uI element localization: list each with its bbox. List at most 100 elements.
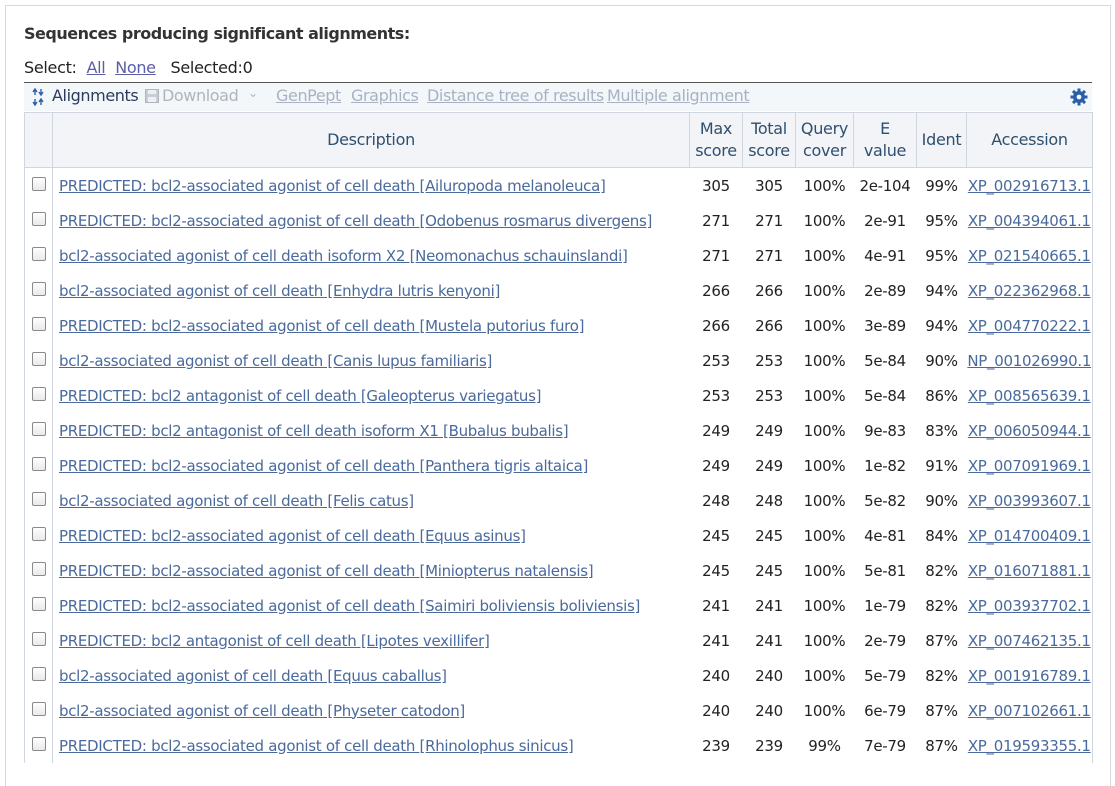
checkbox-column-header bbox=[24, 112, 53, 168]
query-cover-column-header[interactable]: Query cover bbox=[795, 112, 854, 168]
description-link[interactable]: bcl2-associated agonist of cell death [E… bbox=[59, 281, 501, 300]
description-link[interactable]: PREDICTED: bcl2 antagonist of cell death… bbox=[59, 631, 490, 650]
total-score-column-header[interactable]: Total score bbox=[742, 112, 796, 168]
row-checkbox-cell bbox=[24, 167, 53, 203]
results-panel: Sequences producing significant alignmen… bbox=[5, 5, 1111, 786]
accession-link[interactable]: XP_022362968.1 bbox=[967, 281, 1091, 300]
max-score-cell: 249 bbox=[702, 421, 730, 440]
description-link[interactable]: PREDICTED: bcl2-associated agonist of ce… bbox=[59, 736, 574, 755]
row-checkbox-cell bbox=[24, 518, 53, 553]
accession-link[interactable]: XP_006050944.1 bbox=[967, 421, 1091, 440]
evalue-cell: 3e-89 bbox=[864, 316, 906, 335]
row-checkbox[interactable] bbox=[31, 667, 46, 681]
row-checkbox[interactable] bbox=[31, 282, 46, 296]
results-table: Description Max score Total score Query cov… bbox=[24, 112, 1093, 763]
row-checkbox[interactable] bbox=[31, 737, 46, 751]
query-cover-cell: 100% bbox=[803, 456, 846, 475]
total-score-cell: 271 bbox=[755, 211, 783, 230]
multiple-alignment-link[interactable]: Multiple alignment bbox=[607, 86, 750, 105]
row-checkbox[interactable] bbox=[31, 317, 46, 331]
description-link[interactable]: bcl2-associated agonist of cell death is… bbox=[59, 246, 628, 265]
accession-link[interactable]: XP_007091969.1 bbox=[967, 456, 1091, 475]
total-score-cell: 266 bbox=[755, 281, 783, 300]
row-checkbox[interactable] bbox=[31, 527, 46, 541]
accession-link[interactable]: XP_007462135.1 bbox=[967, 631, 1091, 650]
select-controls: Select: All None Selected:0 bbox=[24, 58, 253, 77]
description-link[interactable]: bcl2-associated agonist of cell death [E… bbox=[59, 666, 447, 685]
description-link[interactable]: PREDICTED: bcl2-associated agonist of ce… bbox=[59, 561, 594, 580]
row-checkbox-cell bbox=[24, 273, 53, 308]
accession-link[interactable]: XP_007102661.1 bbox=[967, 701, 1091, 720]
evalue-cell: 5e-84 bbox=[864, 386, 906, 405]
accession-link[interactable]: XP_002916713.1 bbox=[967, 176, 1091, 195]
expand-collapse-icon[interactable] bbox=[32, 88, 44, 106]
accession-link[interactable]: XP_021540665.1 bbox=[967, 246, 1091, 265]
accession-link[interactable]: XP_019593355.1 bbox=[967, 736, 1091, 755]
alignments-toggle[interactable]: Alignments bbox=[52, 86, 139, 105]
max-score-cell: 240 bbox=[702, 701, 730, 720]
query-cover-cell: 100% bbox=[803, 701, 846, 720]
accession-link[interactable]: XP_003937702.1 bbox=[967, 596, 1091, 615]
gear-icon[interactable] bbox=[1070, 88, 1088, 106]
description-link[interactable]: PREDICTED: bcl2-associated agonist of ce… bbox=[59, 596, 641, 615]
ident-column-header[interactable]: Ident bbox=[916, 112, 967, 168]
row-checkbox[interactable] bbox=[31, 457, 46, 471]
row-checkbox[interactable] bbox=[31, 422, 46, 436]
description-link[interactable]: bcl2-associated agonist of cell death [P… bbox=[59, 701, 465, 720]
description-link[interactable]: PREDICTED: bcl2-associated agonist of ce… bbox=[59, 526, 526, 545]
max-score-column-header[interactable]: Max score bbox=[689, 112, 743, 168]
accession-link[interactable]: XP_003993607.1 bbox=[967, 491, 1091, 510]
description-link[interactable]: PREDICTED: bcl2 antagonist of cell death… bbox=[59, 386, 542, 405]
max-score-cell: 245 bbox=[702, 526, 730, 545]
accession-link[interactable]: XP_001916789.1 bbox=[967, 666, 1091, 685]
description-column-header[interactable]: Description bbox=[52, 112, 690, 168]
table-row: PREDICTED: bcl2-associated agonist of ce… bbox=[24, 588, 1093, 623]
accession-cell: XP_003937702.1 bbox=[966, 588, 1093, 623]
description-link[interactable]: PREDICTED: bcl2-associated agonist of ce… bbox=[59, 176, 606, 195]
description-cell: bcl2-associated agonist of cell death is… bbox=[53, 238, 690, 273]
accession-link[interactable]: XP_014700409.1 bbox=[967, 526, 1091, 545]
description-link[interactable]: PREDICTED: bcl2-associated agonist of ce… bbox=[59, 211, 653, 230]
row-checkbox[interactable] bbox=[31, 702, 46, 716]
row-checkbox[interactable] bbox=[31, 632, 46, 646]
row-checkbox[interactable] bbox=[31, 597, 46, 611]
table-row: PREDICTED: bcl2-associated agonist of ce… bbox=[24, 728, 1093, 763]
table-row: bcl2-associated agonist of cell death [P… bbox=[24, 693, 1093, 728]
accession-link[interactable]: XP_016071881.1 bbox=[967, 561, 1091, 580]
description-link[interactable]: PREDICTED: bcl2 antagonist of cell death… bbox=[59, 421, 569, 440]
description-link[interactable]: bcl2-associated agonist of cell death [F… bbox=[59, 491, 414, 510]
description-link[interactable]: PREDICTED: bcl2-associated agonist of ce… bbox=[59, 316, 585, 335]
download-menu[interactable]: Download bbox=[162, 86, 239, 105]
ident-cell: 90% bbox=[925, 491, 958, 510]
graphics-link[interactable]: Graphics bbox=[351, 86, 419, 105]
evalue-cell: 4e-91 bbox=[864, 246, 906, 265]
ident-cell: 82% bbox=[925, 666, 958, 685]
ident-cell: 87% bbox=[925, 631, 958, 650]
table-row: PREDICTED: bcl2 antagonist of cell death… bbox=[24, 623, 1093, 658]
genpept-link[interactable]: GenPept bbox=[276, 86, 341, 105]
description-link[interactable]: bcl2-associated agonist of cell death [C… bbox=[59, 351, 493, 370]
description-link[interactable]: PREDICTED: bcl2-associated agonist of ce… bbox=[59, 456, 589, 475]
table-row: PREDICTED: bcl2 antagonist of cell death… bbox=[24, 378, 1093, 413]
accession-link[interactable]: NP_001026990.1 bbox=[967, 351, 1092, 370]
accession-cell: XP_004770222.1 bbox=[966, 308, 1093, 343]
row-checkbox[interactable] bbox=[31, 177, 46, 191]
description-cell: bcl2-associated agonist of cell death [E… bbox=[53, 273, 690, 308]
row-checkbox[interactable] bbox=[31, 212, 46, 226]
row-checkbox[interactable] bbox=[31, 352, 46, 366]
accession-link[interactable]: XP_004770222.1 bbox=[967, 316, 1091, 335]
query-cover-cell: 100% bbox=[803, 526, 846, 545]
accession-column-header[interactable]: Accession bbox=[966, 112, 1093, 168]
select-none-link[interactable]: None bbox=[115, 58, 156, 77]
accession-link[interactable]: XP_004394061.1 bbox=[967, 211, 1091, 230]
row-checkbox[interactable] bbox=[31, 492, 46, 506]
row-checkbox[interactable] bbox=[31, 562, 46, 576]
row-checkbox[interactable] bbox=[31, 387, 46, 401]
description-cell: PREDICTED: bcl2-associated agonist of ce… bbox=[53, 728, 690, 763]
accession-link[interactable]: XP_008565639.1 bbox=[967, 386, 1091, 405]
distance-tree-link[interactable]: Distance tree of results bbox=[427, 86, 604, 105]
select-all-link[interactable]: All bbox=[86, 58, 106, 77]
evalue-cell: 2e-104 bbox=[859, 176, 911, 195]
row-checkbox[interactable] bbox=[31, 247, 46, 261]
